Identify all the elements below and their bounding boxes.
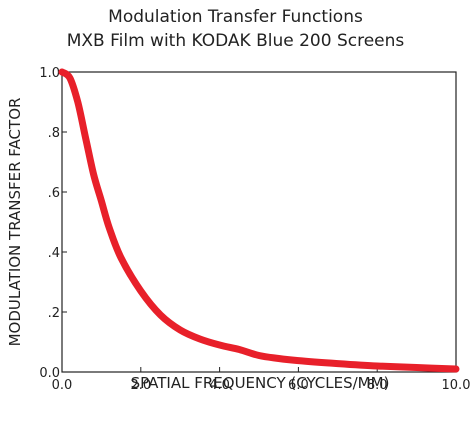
y-tick-label: .2 (48, 306, 60, 321)
x-tick-label: 0.0 (52, 378, 73, 393)
series-group (58, 68, 460, 373)
y-tick-label: 0.0 (39, 366, 60, 381)
x-tick-label: 8.0 (367, 378, 388, 393)
axes (61, 71, 457, 373)
y-tick-label: .8 (48, 126, 60, 141)
chart-subtitle: MXB Film with KODAK Blue 200 Screens (66, 31, 405, 51)
plot-frame (61, 71, 457, 373)
y-axis-label: MODULATION TRANSFER FACTOR (6, 98, 24, 347)
y-tick-label: .6 (48, 186, 60, 201)
x-tick-label: 2.0 (130, 378, 151, 393)
x-tick-label: 4.0 (209, 378, 230, 393)
ticks: 0.0 2.0 4.0 6.0 8.0 10.0 0.0 .2 .4 .6 .8 1.0 (39, 66, 470, 393)
x-tick-label: 6.0 (288, 378, 309, 393)
x-axis-label: SPATIAL FREQUENCY (CYCLES/MM) (131, 374, 390, 392)
chart-title: Modulation Transfer Functions (108, 7, 363, 27)
y-tick-label: .4 (48, 246, 60, 261)
mtf-curve-line (58, 68, 460, 373)
x-tick-label: 10.0 (442, 378, 471, 393)
y-tick-label: 1.0 (39, 66, 60, 81)
